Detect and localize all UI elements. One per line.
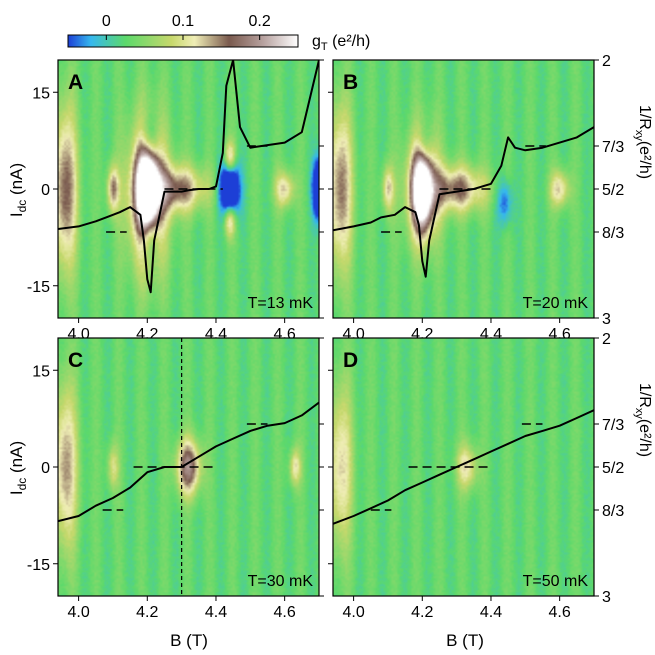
y-tick-label-left: 15: [32, 363, 50, 380]
temperature-label: T=13 mK: [248, 295, 314, 312]
y-right-bottom-main: 1/R: [636, 383, 653, 408]
y-tick-label-right: 5/2: [602, 182, 624, 199]
y-tick-label-right: 8/3: [602, 503, 624, 520]
colorbar-tick-label: 0: [102, 13, 111, 30]
y-tick-label-right: 3: [602, 311, 611, 328]
colorbar-label: gT (e²/h): [312, 33, 370, 53]
panel-c: 15 0 -15 4.0 4.2 4.4 4.6 C T=30 mK: [27, 337, 324, 621]
temperature-label: T=20 mK: [523, 295, 589, 312]
colorbar-label-sub: T: [321, 41, 328, 53]
y-tick-label-right: 7/3: [602, 139, 624, 156]
y-label-top-main: I: [7, 212, 26, 217]
y-label-top-unit: (nA): [7, 163, 26, 200]
rxy-curve: [58, 60, 319, 294]
colorbar-label-unit: (e²/h): [328, 33, 371, 50]
y-tick-label-right: 3: [602, 589, 611, 606]
x-tick-label: 4.0: [67, 604, 89, 621]
colorbar-tick-label: 0.1: [172, 13, 194, 30]
y-axis-label-right-top: 1/Rxy(e²/h): [633, 105, 653, 179]
colorbar-tick-label: 0.2: [249, 13, 271, 30]
y-right-bottom-sub: xy: [633, 408, 645, 420]
y-tick-label-right: 7/3: [602, 417, 624, 434]
y-tick-label-right: 2: [602, 331, 611, 348]
y-tick-label-left: 0: [41, 460, 50, 477]
y-axis-label-right-bottom: 1/Rxy(e²/h): [633, 383, 653, 457]
y-right-bottom-unit: (e²/h): [636, 419, 653, 457]
y-axis-label-left-top: Idc (nA): [7, 163, 29, 217]
temperature-label: T=50 mK: [523, 573, 589, 590]
y-tick-label-left: 15: [32, 85, 50, 102]
x-axis-label-right: B (T): [446, 631, 484, 650]
rxy-curve: [333, 126, 594, 278]
colorbar: 0 0.1 0.2 gT (e²/h): [67, 13, 370, 53]
y-right-top-sub: xy: [633, 130, 645, 142]
y-label-bottom-main: I: [7, 490, 26, 495]
x-tick-label: 4.2: [136, 604, 158, 621]
y-tick-label-right: 5/2: [602, 460, 624, 477]
x-axis-label-left: B (T): [170, 631, 208, 650]
y-tick-label-right: 8/3: [602, 225, 624, 242]
panel-letter: A: [68, 71, 83, 94]
y-tick-label-left: -15: [27, 279, 50, 296]
x-tick-label: 4.4: [480, 604, 502, 621]
y-right-top-main: 1/R: [636, 105, 653, 130]
panel-d: 2 7/3 5/2 8/3 3 4.0 4.2 4.4 4.6 D T=50 mK: [328, 331, 624, 621]
heatmap-image: [58, 338, 319, 596]
heatmap-image: [333, 60, 594, 318]
heatmap-image: [58, 60, 319, 318]
colorbar-label-main: g: [312, 33, 321, 50]
x-tick-label: 4.6: [549, 604, 571, 621]
x-tick-label: 4.0: [342, 604, 364, 621]
x-tick-label: 4.4: [205, 604, 227, 621]
panel-letter: B: [343, 71, 358, 94]
y-tick-label-left: 0: [41, 182, 50, 199]
rxy-curve: [333, 409, 594, 525]
panel-letter: D: [343, 349, 358, 372]
y-right-top-unit: (e²/h): [636, 141, 653, 179]
x-tick-label: 4.6: [274, 604, 296, 621]
y-axis-label-left-bottom: Idc (nA): [7, 441, 29, 495]
heatmap-image: [333, 338, 594, 596]
rxy-curve: [58, 401, 319, 523]
x-tick-label: 4.2: [411, 604, 433, 621]
panel-a: 150-154.0 4.2 4.4 4.6AT=13 mK: [27, 59, 324, 343]
panel-b: 27/35/28/334.0 4.2 4.4 4.6BT=20 mK: [328, 53, 624, 343]
temperature-label: T=30 mK: [248, 573, 314, 590]
panel-letter: C: [68, 349, 83, 372]
y-label-top-sub: dc: [15, 200, 29, 213]
y-tick-label-right: 2: [602, 53, 611, 70]
y-label-bottom-unit: (nA): [7, 441, 26, 478]
colorbar-ticks: 0 0.1 0.2: [102, 13, 271, 40]
y-label-bottom-sub: dc: [15, 478, 29, 491]
y-tick-label-left: -15: [27, 557, 50, 574]
